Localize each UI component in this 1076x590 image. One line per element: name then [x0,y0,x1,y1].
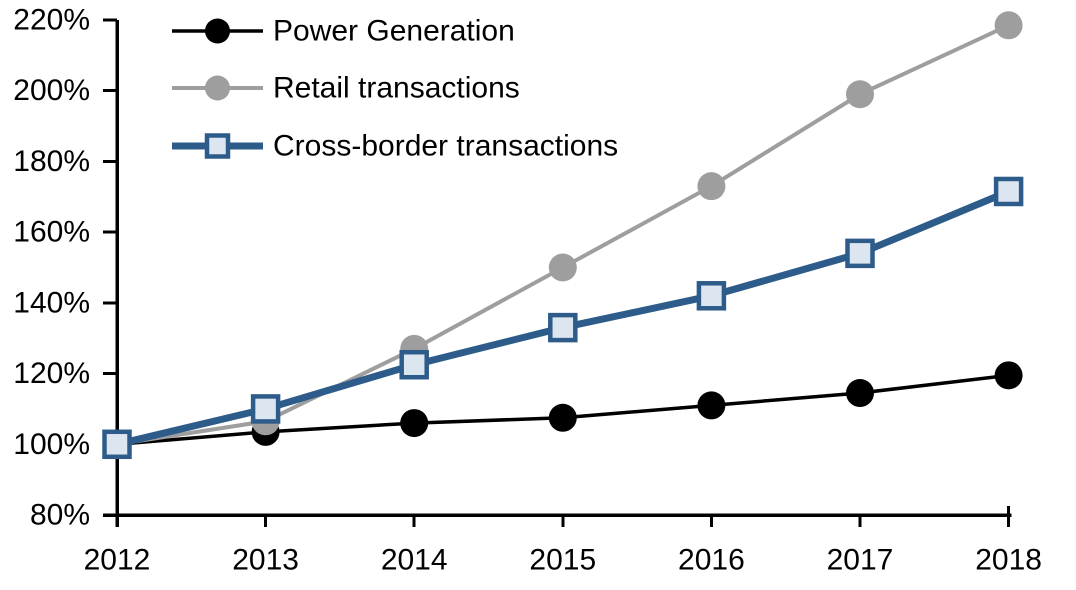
y-tick-label: 80% [30,499,90,532]
y-tick-label: 100% [13,428,90,461]
x-tick-label: 2015 [529,544,596,577]
data-point-marker-circle [205,18,230,44]
y-tick-label: 160% [13,216,90,249]
data-point-marker-square [548,312,578,343]
data-point-marker-circle [994,11,1023,40]
data-point-marker-square [696,281,727,311]
legend-item-cross-border-transactions: Cross-border transactions [172,130,618,163]
data-point-marker-circle [400,409,429,438]
axes: 80% 100% 120% 140% 160% 180% 200% 220% 2012 2013 2… [13,4,1042,577]
legend-label: Cross-border transactions [273,130,618,163]
plot-series [102,11,1024,460]
data-point-marker-circle [846,80,874,109]
x-tick-label: 2016 [678,544,745,577]
legend-label: Power Generation [273,15,515,48]
x-tick-label: 2014 [381,544,448,577]
data-point-marker-square [845,238,875,269]
data-point-marker-circle [548,253,577,282]
data-point-marker-circle [697,391,726,420]
data-point-marker-square [399,349,429,380]
x-tick-label: 2013 [232,544,299,577]
data-point-marker-square [993,176,1024,207]
legend: Power Generation Retail transactions Cross… [172,15,618,163]
y-tick-label: 220% [13,4,90,37]
y-tick-label: 180% [13,145,90,178]
x-tick-label: 2017 [827,544,894,577]
y-tick-label: 140% [13,286,90,319]
data-point-marker-circle [994,361,1023,390]
data-point-marker-circle [846,379,874,408]
data-point-marker-square [250,394,281,424]
legend-item-retail-transactions: Retail transactions [172,72,520,105]
x-tick-label: 2018 [975,544,1042,577]
data-point-marker-circle [205,75,230,101]
y-tick-label: 120% [13,357,90,390]
series-power-generation [103,361,1023,459]
series-cross-border-transactions [102,176,1024,460]
data-point-marker-square [204,133,231,159]
data-point-marker-circle [548,403,577,432]
legend-item-power-generation: Power Generation [172,15,515,48]
data-point-marker-circle [697,172,726,201]
y-tick-label: 200% [13,74,90,107]
legend-label: Retail transactions [273,72,520,105]
data-point-marker-square [102,429,132,460]
x-tick-label: 2012 [84,544,151,577]
